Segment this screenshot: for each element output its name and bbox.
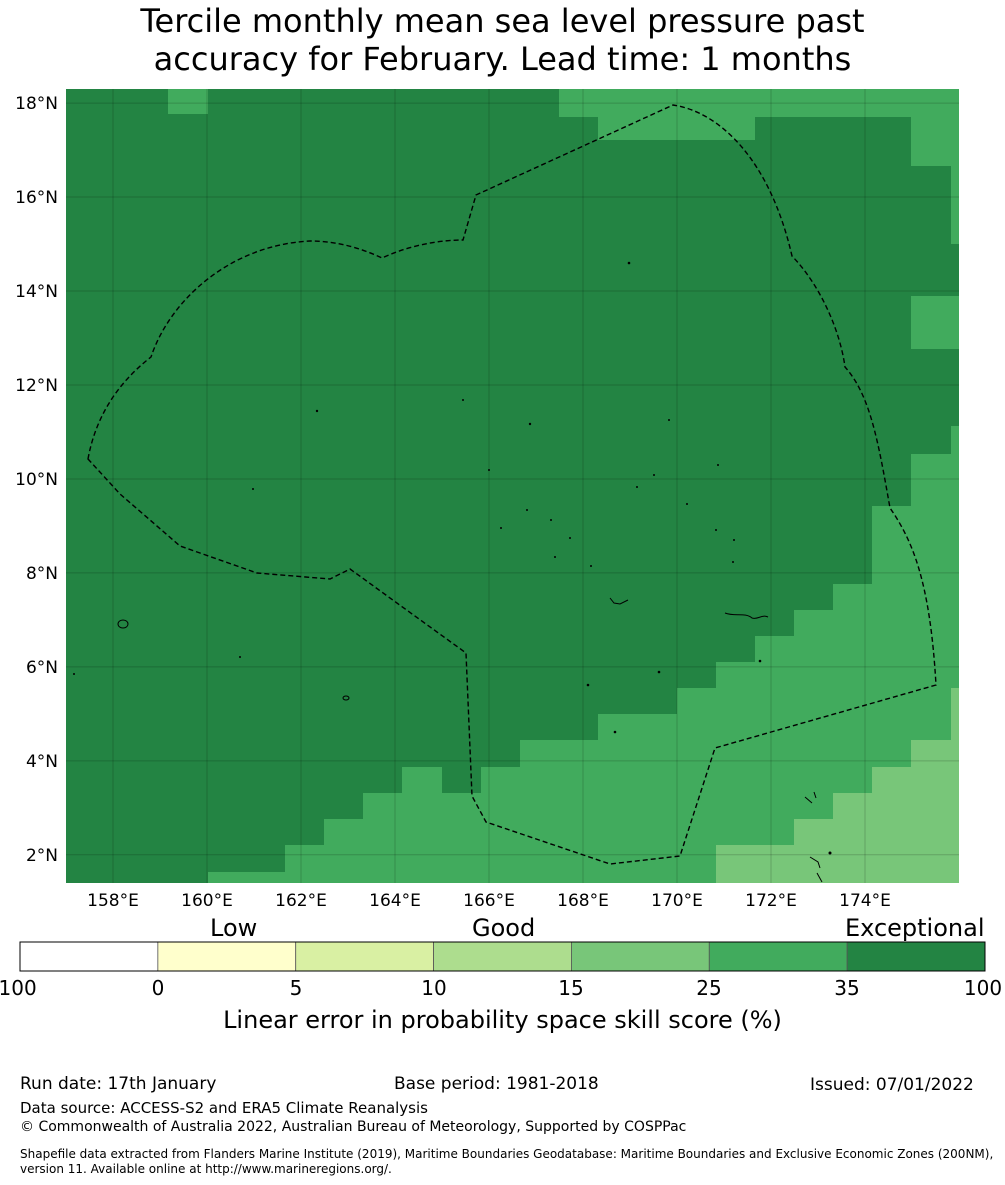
skill-cell xyxy=(168,89,208,114)
skill-cell xyxy=(833,584,959,610)
skill-cell xyxy=(872,767,959,793)
skill-cell xyxy=(559,89,959,117)
skill-cell xyxy=(951,166,959,244)
colorbar-tick: 0 xyxy=(151,976,165,1000)
colorbar-category-exceptional: Exceptional xyxy=(845,914,985,942)
title-line-1: Tercile monthly mean sea level pressure … xyxy=(140,2,865,40)
colorbar xyxy=(19,941,986,972)
eez-boundary xyxy=(87,104,937,865)
skill-cell xyxy=(794,610,959,636)
y-tick-label: 16°N xyxy=(15,188,58,208)
islands xyxy=(117,597,823,883)
colorbar-tick: 100 xyxy=(963,976,1003,1000)
y-tick-label: 10°N xyxy=(15,470,58,490)
skill-cell xyxy=(363,793,833,819)
y-tick-label: 4°N xyxy=(26,752,58,772)
skill-cell xyxy=(716,662,959,688)
x-tick-label: 158°E xyxy=(87,891,139,911)
y-tick-label: 18°N xyxy=(15,94,58,114)
skill-cell xyxy=(911,296,959,349)
colorbar-frame xyxy=(19,941,986,972)
colorbar-swatch xyxy=(571,941,710,972)
island xyxy=(342,695,350,701)
colorbar-swatch xyxy=(157,941,297,972)
island-dots xyxy=(73,261,832,855)
y-tick-label: 2°N xyxy=(26,846,58,866)
skill-cell xyxy=(324,819,794,845)
colorbar-tick: 15 xyxy=(558,976,584,1000)
skill-cell xyxy=(716,845,959,883)
colorbar-tick: 10 xyxy=(421,976,447,1000)
skill-cell xyxy=(872,506,959,584)
colorbar-tick: 5 xyxy=(289,976,303,1000)
colorbar-swatch xyxy=(708,941,848,972)
skill-cell xyxy=(208,872,716,883)
island xyxy=(724,612,769,619)
colorbar-category-low: Low xyxy=(210,914,258,942)
base-period: Base period: 1981-2018 xyxy=(394,1074,599,1094)
skill-cell xyxy=(911,454,959,506)
colorbar-swatch xyxy=(846,941,986,972)
x-tick-label: 168°E xyxy=(557,891,609,911)
colorbar-label: Linear error in probability space skill … xyxy=(223,1006,782,1034)
x-tick-label: 172°E xyxy=(745,891,797,911)
skill-cell xyxy=(833,793,959,819)
skill-cell xyxy=(520,740,911,767)
colorbar-category-good: Good xyxy=(472,914,536,942)
skill-cell xyxy=(911,740,959,767)
y-tick-label: 14°N xyxy=(15,282,58,302)
title-line-2: accuracy for February. Lead time: 1 mont… xyxy=(153,40,852,78)
skill-cell xyxy=(755,636,959,662)
y-tick-label: 12°N xyxy=(15,376,58,396)
colorbar-tick: -100 xyxy=(0,976,37,1000)
colorbar-swatch xyxy=(433,941,572,972)
y-tick-label: 6°N xyxy=(26,658,58,678)
shapefile-credit-line-1: Shapefile data extracted from Flanders M… xyxy=(20,1147,994,1161)
y-tick-label: 8°N xyxy=(26,564,58,584)
skill-cell xyxy=(402,767,442,793)
run-date: Run date: 17th January xyxy=(20,1074,217,1094)
island xyxy=(809,856,823,883)
x-tick-label: 170°E xyxy=(651,891,703,911)
shapefile-credit-line-2: version 11. Available online at http://w… xyxy=(20,1162,392,1176)
x-tick-label: 166°E xyxy=(463,891,515,911)
skill-cell xyxy=(481,767,911,793)
colorbar-swatch xyxy=(295,941,434,972)
skill-cell xyxy=(951,688,959,740)
colorbar-tick: 35 xyxy=(834,976,860,1000)
skill-cell xyxy=(598,714,951,740)
map-gridlines xyxy=(66,89,959,883)
map-title: Tercile monthly mean sea level pressure … xyxy=(0,2,1005,78)
y-axis-labels: 18°N 16°N 14°N 12°N 10°N 8°N 6°N 4°N 2°N xyxy=(15,94,58,866)
island xyxy=(804,791,817,804)
data-source: Data source: ACCESS-S2 and ERA5 Climate … xyxy=(20,1099,428,1117)
x-axis-labels: 158°E 160°E 162°E 164°E 166°E 168°E 170°E 172°E… xyxy=(87,891,891,911)
skill-cell xyxy=(598,117,755,140)
x-tick-label: 162°E xyxy=(275,891,327,911)
skill-cell xyxy=(794,819,959,845)
copyright: © Commonwealth of Australia 2022, Austra… xyxy=(20,1119,687,1135)
colorbar-tick: 25 xyxy=(696,976,722,1000)
island xyxy=(609,597,629,605)
skill-cell xyxy=(911,117,959,166)
x-tick-label: 164°E xyxy=(369,891,421,911)
skill-cell xyxy=(285,845,716,872)
colorbar-swatch xyxy=(19,941,159,972)
x-tick-label: 160°E xyxy=(181,891,233,911)
skill-cells xyxy=(168,89,959,883)
issued-date: Issued: 07/01/2022 xyxy=(810,1075,974,1095)
skill-cell xyxy=(677,688,951,714)
island xyxy=(117,619,129,629)
x-tick-label: 174°E xyxy=(839,891,891,911)
skill-cell xyxy=(951,426,959,454)
